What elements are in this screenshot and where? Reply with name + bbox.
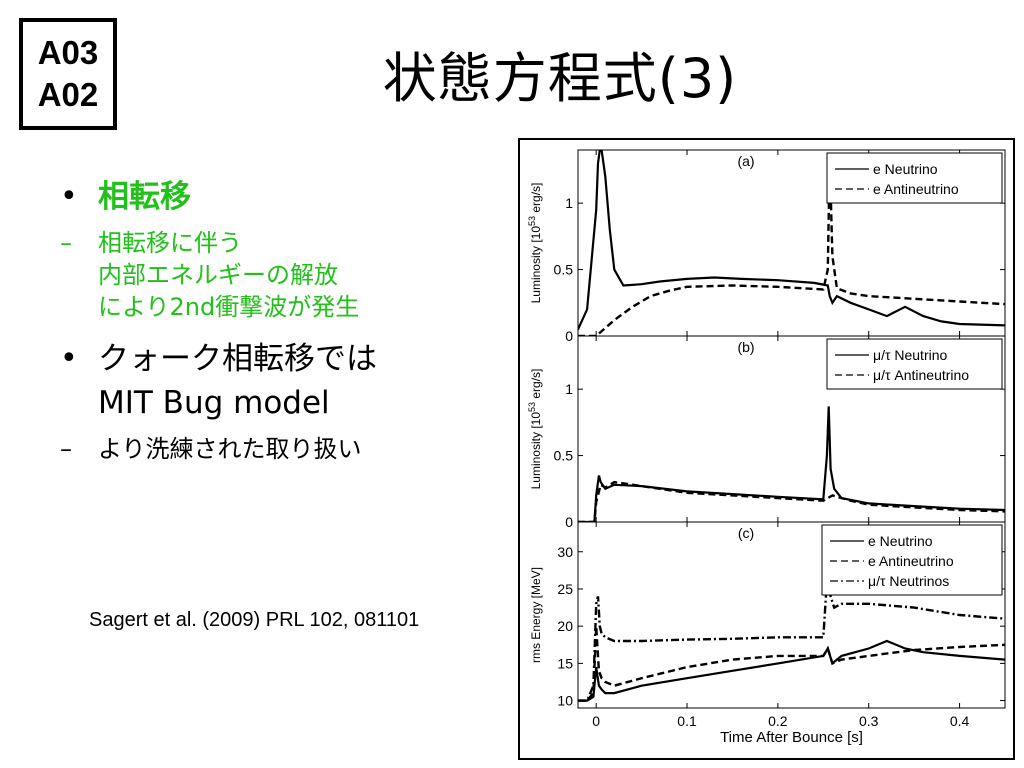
author-tag-line2: A02 [37, 76, 99, 113]
legend-entry: e Neutrino [873, 161, 938, 177]
legend-entry: e Antineutrino [868, 553, 954, 569]
y-tick-label: 0 [565, 328, 573, 344]
panel-label: (b) [737, 339, 754, 355]
sub-bullet-dash: – [60, 229, 72, 257]
legend-box [826, 152, 1003, 204]
panel-label: (a) [737, 153, 754, 169]
y-tick-label: 25 [557, 581, 573, 597]
y-axis-label: Luminosity [1053 erg/s] [527, 369, 543, 490]
y-tick-label: 0 [565, 514, 573, 530]
bullet-dot: • [60, 179, 78, 214]
chart-panel-1: 0 0.5 1 Luminosity [1053 erg/s] (a) e Neutrin… [527, 149, 1006, 344]
y-tick-label: 15 [557, 655, 573, 671]
sub-bullet-text: 相転移に伴う 内部エネルギーの解放 により2nd衝撃波が発生 [98, 229, 360, 321]
series-line [578, 626, 1005, 702]
x-tick-label: 0.2 [768, 713, 788, 729]
legend-entry: μ/τ Antineutrino [873, 367, 969, 383]
y-tick-label: 0.5 [554, 448, 574, 464]
citation: Sagert et al. (2009) PRL 102, 081101 [89, 609, 420, 631]
legend-box [821, 524, 1003, 596]
chart-panel-3: 10 15 20 25 30 0 0.1 0.2 0.3 0.4 rms Energy [MeV] T… [529, 521, 1006, 746]
sub-bullet-dash: – [60, 435, 72, 463]
bullet-text: クォーク相転移では MIT Bug model [98, 341, 377, 421]
series-line [578, 156, 1005, 336]
y-axis-label-part: erg/s] [529, 369, 543, 402]
bullet-list: • 相転移 – 相転移に伴う 内部エネルギーの解放 により2nd衝撃波が発生 •… [56, 175, 506, 479]
legend-box [826, 338, 1003, 390]
series-line [578, 639, 1005, 702]
series-line [578, 406, 1005, 522]
legend-entry: e Antineutrino [873, 181, 959, 197]
author-tag-box: A03 A02 [19, 18, 117, 130]
series-line [578, 529, 1005, 702]
plot-frame [577, 521, 1006, 709]
bullet-item: • 相転移 [56, 175, 506, 219]
slide-title: 状態方程式(3) [382, 47, 738, 110]
legend-entry: μ/τ Neutrinos [868, 573, 949, 589]
y-tick-label: 1 [565, 381, 573, 397]
y-axis-label-part: Luminosity [10 [529, 412, 543, 490]
x-tick-label: 0.3 [859, 713, 879, 729]
sub-bullet-item: – より洗練された取り扱い [56, 433, 506, 465]
legend-entry: μ/τ Neutrino [873, 347, 948, 363]
y-tick-label: 20 [557, 618, 573, 634]
y-axis-label-exponent: 53 [527, 216, 537, 226]
y-axis-label: Luminosity [1053 erg/s] [527, 183, 543, 304]
x-axis-label: Time After Bounce [s] [720, 729, 863, 746]
y-axis-label-exponent: 53 [527, 402, 537, 412]
author-tag-line1: A03 [37, 34, 99, 71]
y-tick-label: 0.5 [554, 262, 574, 278]
series-line [578, 150, 1005, 330]
sub-bullet-item: – 相転移に伴う 内部エネルギーの解放 により2nd衝撃波が発生 [56, 227, 506, 323]
y-axis-label-part: erg/s] [529, 183, 543, 216]
x-tick-label: 0.4 [950, 713, 970, 729]
bullet-text: 相転移 [98, 179, 191, 215]
x-tick-label: 0 [592, 713, 600, 729]
y-tick-label: 30 [557, 544, 573, 560]
panel-label: (c) [738, 525, 754, 541]
y-axis-label-part: Luminosity [10 [529, 226, 543, 304]
bullet-item: • クォーク相転移では MIT Bug model [56, 337, 506, 425]
chart-panel-2: 0 0.5 1 Luminosity [1053 erg/s] (b) μ/τ Neutr… [527, 335, 1006, 530]
y-axis-label: rms Energy [MeV] [529, 567, 543, 663]
sub-bullet-text: より洗練された取り扱い [98, 435, 362, 463]
x-tick-label: 0.1 [677, 713, 697, 729]
legend-entry: e Neutrino [868, 533, 933, 549]
y-tick-label: 1 [565, 195, 573, 211]
series-line [578, 480, 1005, 522]
neutrino-figure: 0 0.5 1 Luminosity [1053 erg/s] (a) e Neutrin… [518, 138, 1015, 760]
y-tick-label: 10 [557, 693, 573, 709]
bullet-dot: • [60, 341, 78, 376]
